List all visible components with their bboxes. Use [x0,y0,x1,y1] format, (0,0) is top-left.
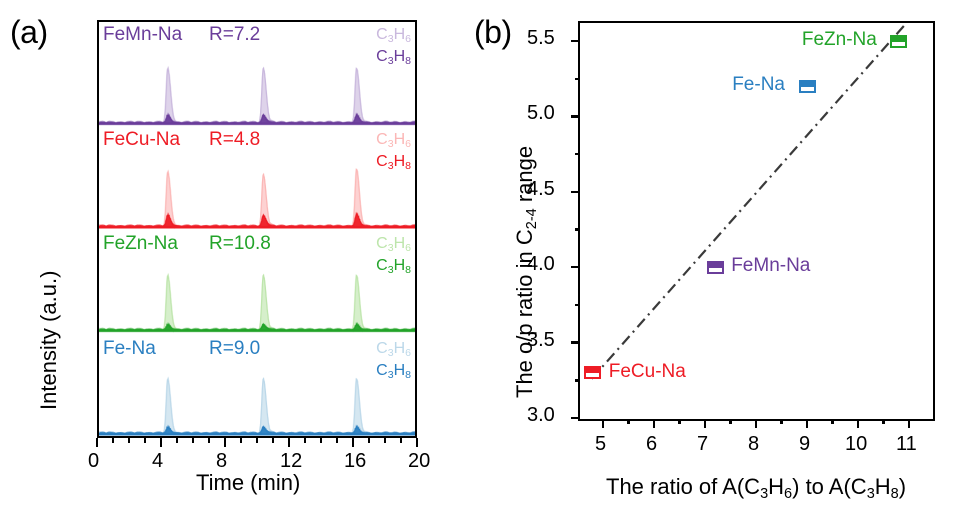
panel-b-y-major-tick [571,190,580,194]
data-point-femn-na[interactable] [706,260,724,274]
panel-b-x-tick-label: 7 [696,433,709,455]
panel-b-y-minor-tick [575,379,580,382]
panel-b-y-major-tick [571,115,580,118]
data-point-fezn-na[interactable] [890,34,908,48]
lane-label-fezn-na: FeZn-Na [103,233,178,254]
panel-b-y-major-tick [571,39,580,43]
panel-a-x-major-tick [287,438,291,447]
panel-b-x-major-tick [754,419,758,428]
lane-ratio-femn-na: R=7.2 [209,24,261,45]
panel-a-y-axis-title: Intensity (a.u.) [36,270,61,410]
lane-legend-c3h6-fecu-na: C3H6 [376,130,411,150]
panel-b-y-tick-label: 3.5 [527,328,555,351]
data-point-label-fecu-na: FeCu-Na [608,360,686,382]
panel-a-x-tick-label: 4 [152,450,164,472]
panel-b-x-tick-label: 5 [594,433,607,455]
panel-b-x-minor-tick [627,419,630,424]
panel-b-y-major-tick [571,341,580,344]
panel-a-x-minor-tick [336,438,338,443]
trendline-segment [590,23,908,380]
panel-b-y-minor-tick [575,303,580,307]
panel-a-x-minor-tick [144,438,146,443]
panel-a-x-minor-tick [400,438,402,443]
panel-b-y-major-tick [571,265,580,269]
panel-b-x-tick-label: 6 [645,433,658,455]
data-point-fecu-na[interactable] [584,366,602,380]
panel-b-y-tick-label: 5.5 [527,27,555,50]
panel-b-y-tick-label: 4.5 [527,177,555,200]
panel-a-x-tick-label: 16 [344,450,367,472]
panel-a-x-tick-label: 0 [88,450,100,472]
panel-a-x-minor-tick [256,438,258,443]
panel-a-x-major-tick [223,438,227,447]
panel-b-x-minor-tick [882,419,885,424]
panel-a-x-minor-tick [368,438,370,443]
lane-legend-c3h8-fezn-na: C3H8 [376,257,411,276]
panel-b-x-major-tick [703,419,707,428]
panel-a-x-minor-tick [208,438,210,443]
panel-b-x-major-tick [601,419,605,428]
lane-ratio-fecu-na: R=4.8 [209,128,261,150]
panel-a-x-tick-label: 8 [216,450,228,472]
panel-b-y-minor-tick [575,152,580,156]
panel-b-x-tick-label: 11 [896,433,917,455]
panel-a-x-major-tick [159,438,163,447]
panel-b-y-minor-tick [575,228,580,231]
lane-legend-c3h6-fezn-na: C3H6 [376,235,411,254]
panel-a-x-minor-tick [240,438,242,443]
lane-label-fe-na: Fe-Na [103,337,156,359]
panel-a-x-tick-label: 12 [280,450,303,472]
data-point-label-fezn-na: FeZn-Na [801,29,877,51]
panel-b-x-tick-label: 9 [799,433,811,455]
panel-b-x-tick-label: 8 [748,433,760,455]
panel-a-x-minor-tick [192,438,194,443]
panel-b-y-tick-label: 4.0 [527,253,555,276]
panel-b-x-minor-tick [780,419,783,424]
lane-label-femn-na: FeMn-Na [103,24,183,45]
panel-b-y-major-tick [571,416,580,420]
panel-b-x-major-tick [856,419,860,428]
panel-b-x-minor-tick [678,419,681,424]
panel-a-x-minor-tick [320,438,322,443]
lane-legend-c3h8-femn-na: C3H8 [376,48,411,67]
panel-a-x-minor-tick [272,438,274,443]
panel-a-x-major-tick [95,438,99,447]
panel-b-x-minor-tick [729,419,732,424]
panel-a-x-tick-label: 20 [408,450,431,472]
panel-b-y-tick-label: 5.0 [527,102,555,125]
lane-legend-c3h8-fe-na: C3H8 [376,361,411,381]
panel-b-x-axis-title: The ratio of A(C3H6) to A(C3H8) [606,474,907,503]
panel-a-x-minor-tick [112,438,114,443]
data-point-label-fe-na: Fe-Na [732,74,785,96]
panel-a-x-minor-tick [128,438,130,443]
panel-a-x-major-tick [351,438,355,447]
panel-b-tag: (b) [474,14,512,50]
lane-legend-c3h8-fecu-na: C3H8 [376,152,411,172]
data-point-fe-na[interactable] [798,79,816,93]
panel-b-x-minor-tick [831,419,834,424]
panel-a-plot-frame [97,20,417,438]
panel-a-x-axis-title: Time (min) [196,470,301,495]
panel-a-x-major-tick [415,438,419,447]
lane-legend-c3h6-fe-na: C3H6 [376,339,411,359]
lane-ratio-fezn-na: R=10.8 [209,233,271,254]
panel-b-x-major-tick [805,419,809,428]
panel-b-x-major-tick [652,419,656,428]
lane-label-fecu-na: FeCu-Na [103,128,181,150]
panel-b-trendline [590,23,908,380]
panel-a-x-minor-tick [176,438,178,443]
panel-b-y-minor-tick [575,77,580,81]
lane-ratio-fe-na: R=9.0 [209,337,261,359]
panel-a-tag: (a) [10,14,48,50]
panel-b-x-tick-label: 10 [845,433,868,455]
panel-b-plot-frame: FeCu-Na FeMn-Na Fe-Na FeZn-Na [571,21,935,428]
panel-a-x-minor-tick [304,438,306,443]
panel-b-y-tick-label: 3.0 [527,404,555,426]
lane-legend-c3h6-femn-na: C3H6 [376,26,411,45]
panel-a-x-minor-tick [384,438,386,443]
data-point-label-femn-na: FeMn-Na [731,255,811,277]
panel-b-x-major-tick [907,419,911,428]
panel-a-chromatogram-canvas [99,22,415,436]
